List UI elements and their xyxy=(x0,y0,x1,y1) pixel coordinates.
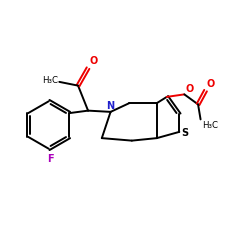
Text: O: O xyxy=(89,56,98,66)
Text: H₃C: H₃C xyxy=(202,122,218,130)
Text: S: S xyxy=(181,128,188,138)
Text: F: F xyxy=(47,154,53,164)
Text: O: O xyxy=(185,84,193,94)
Text: H₃C: H₃C xyxy=(42,76,58,85)
Text: O: O xyxy=(207,80,215,90)
Text: N: N xyxy=(106,100,115,110)
